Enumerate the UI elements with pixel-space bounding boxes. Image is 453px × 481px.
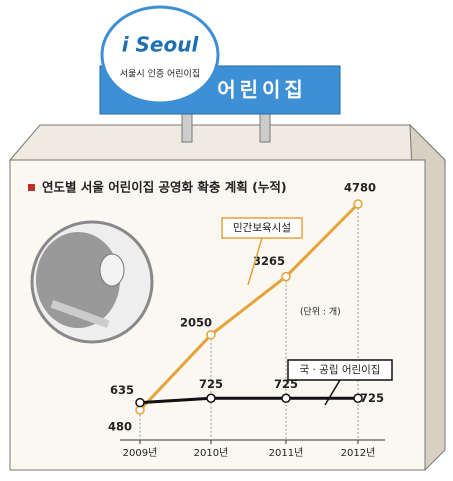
value-label: 4780 xyxy=(344,181,376,195)
roof xyxy=(8,124,447,161)
illustration-strap xyxy=(50,299,110,329)
legend-box xyxy=(221,217,303,239)
x-tick-label: 2009년 xyxy=(123,447,158,459)
value-label: 725 xyxy=(360,391,384,405)
line xyxy=(139,396,358,405)
unit-note: (단위 : 개) xyxy=(300,307,341,318)
logo-brand: i Seoul xyxy=(122,33,200,57)
line xyxy=(138,202,360,412)
x-tick-label: 2011년 xyxy=(269,447,304,459)
value-label: 725 xyxy=(199,377,223,391)
post xyxy=(181,111,193,143)
illustration-face xyxy=(99,253,125,287)
logo-circle xyxy=(100,5,220,105)
chart-title: 연도별 서울 어린이집 공영화 확충 계획 (누적) xyxy=(42,180,287,195)
point xyxy=(206,330,216,340)
point xyxy=(281,393,291,404)
value-label: 635 xyxy=(110,383,134,397)
legend-pointer xyxy=(247,237,263,286)
x-tick-label: 2012년 xyxy=(341,447,376,459)
value-label: 2050 xyxy=(180,315,212,329)
point xyxy=(281,271,291,282)
value-label: 3265 xyxy=(253,254,285,268)
post xyxy=(259,111,271,143)
legend-label: 민간보육시설 xyxy=(233,222,291,234)
title-bullet xyxy=(28,184,35,191)
x-tick-label: 2010년 xyxy=(194,447,229,459)
point xyxy=(353,393,363,404)
legend-box xyxy=(287,359,393,381)
sign-text: 어린이집 xyxy=(217,78,307,102)
point xyxy=(135,397,145,408)
legend-label: 국 · 공립 어린이집 xyxy=(300,363,381,376)
legend-pointer xyxy=(324,379,341,406)
value-label: 480 xyxy=(108,420,132,434)
point xyxy=(353,199,363,209)
point xyxy=(206,393,216,404)
logo-caption: 서울시 인증 어린이집 xyxy=(120,68,200,80)
